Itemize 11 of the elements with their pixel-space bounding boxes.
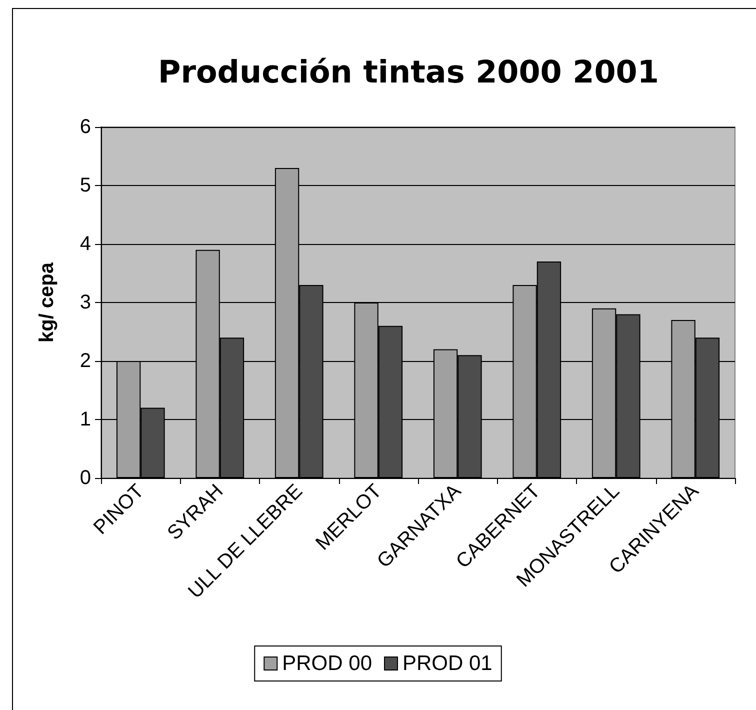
y-tick-label: 2 (80, 350, 91, 372)
y-tick-label: 0 (80, 467, 91, 489)
y-tick-label: 5 (80, 174, 91, 196)
legend-label: PROD 01 (402, 652, 492, 675)
y-tick-label: 6 (80, 116, 91, 138)
y-tick-label: 3 (80, 292, 91, 314)
y-tick-label: 1 (80, 408, 91, 430)
y-axis-title: kg/ cepa (36, 262, 58, 343)
legend-label: PROD 00 (282, 652, 372, 675)
chart-title: Producción tintas 2000 2001 (158, 54, 659, 90)
y-tick-label: 4 (80, 233, 91, 255)
